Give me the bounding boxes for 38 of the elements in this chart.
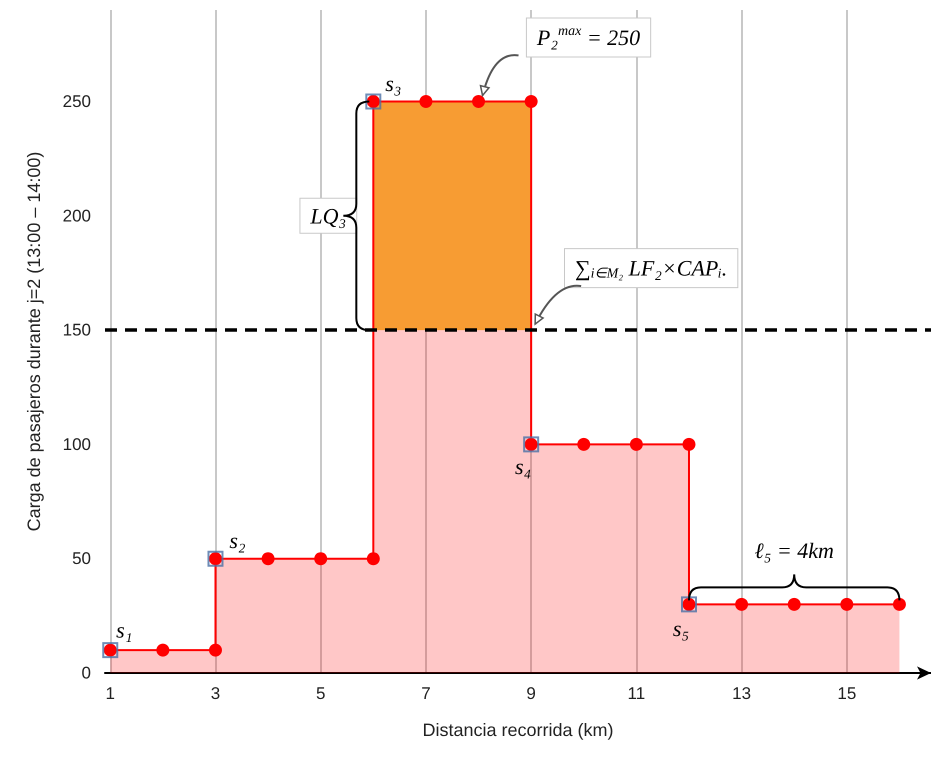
x-tick-label: 1 [106,684,115,703]
annotation: LQ₃ [309,203,346,228]
point [735,598,748,611]
x-axis-title: Distancia recorrida (km) [422,720,614,740]
y-tick-label: 250 [62,92,91,111]
point [208,644,222,657]
point [156,644,170,657]
y-tick-label: 200 [62,206,91,226]
y-tick-label: 0 [82,664,91,682]
x-tick-label: 11 [628,684,646,703]
point [788,598,801,611]
point [682,438,696,451]
y-tick-label: 150 [62,320,91,340]
x-tick-label: 3 [210,684,220,703]
y-tick-label: 100 [62,434,91,454]
y-tick-label: 50 [72,549,91,568]
point [366,552,380,566]
point [472,94,486,108]
point [524,94,538,108]
annotation: s₅ [672,616,690,641]
point [892,598,906,611]
y-axis-title: Carga de pasajeros durante j=2 (13:00 – 14:00) [24,152,44,532]
annotation: s₃ [385,70,402,96]
x-tick-label: 13 [732,684,752,703]
point [577,438,590,451]
annotation: ℓ₅ = 4km [754,538,834,563]
point [262,552,275,566]
point [314,552,328,566]
annotation: s₂ [229,528,246,554]
x-tick-label: 7 [421,684,431,703]
annotation: s₄ [515,454,532,479]
x-tick-label: 5 [316,684,326,703]
point [840,598,854,611]
annotation: s₁ [116,618,132,643]
point [630,438,643,451]
x-tick-label: 15 [837,684,856,703]
point [419,94,432,108]
x-tick-label: 9 [526,684,536,703]
